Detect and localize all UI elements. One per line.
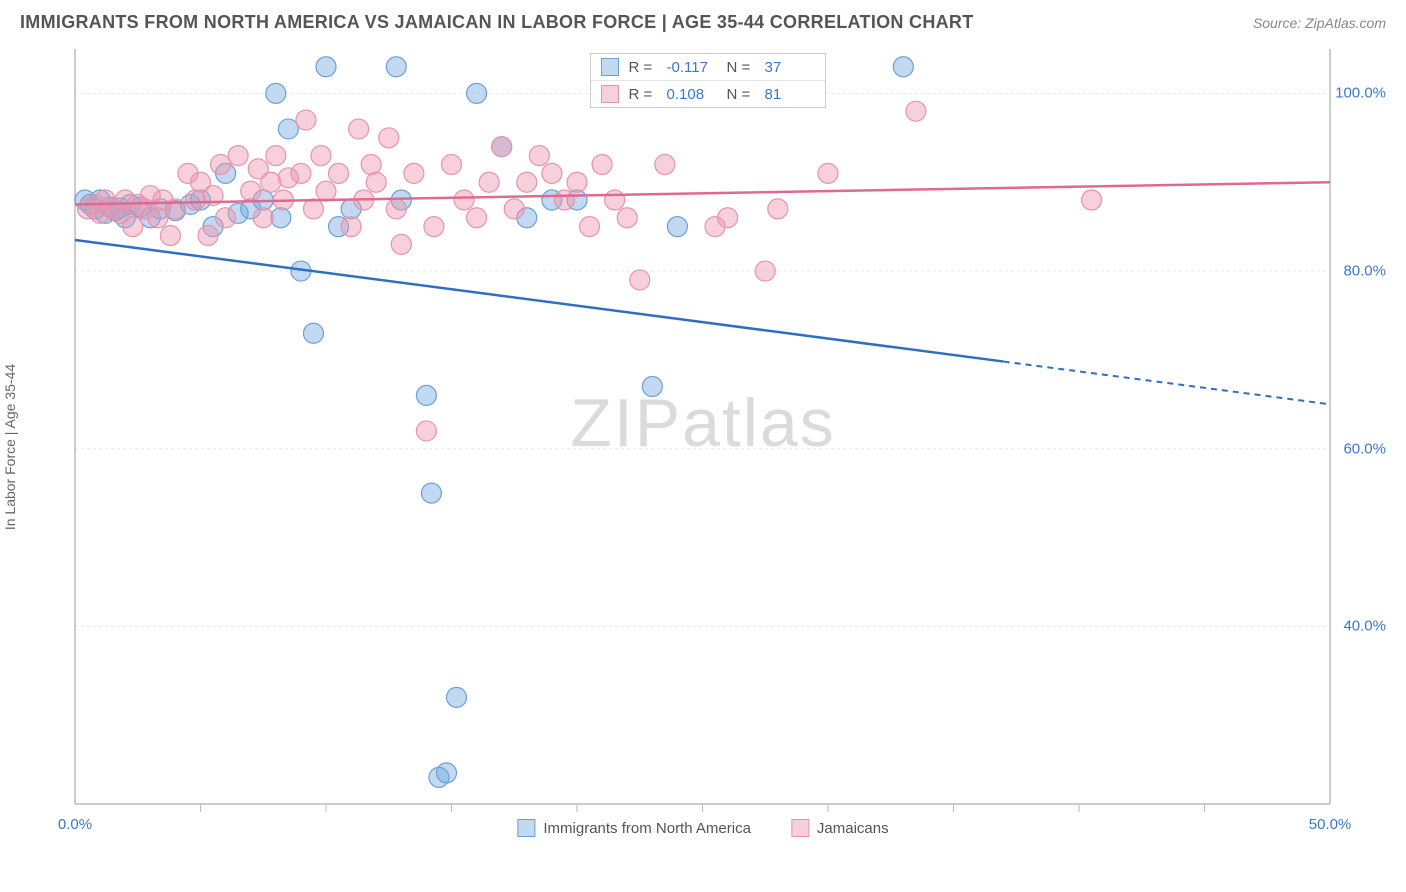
data-point xyxy=(361,154,381,174)
data-point xyxy=(349,119,369,139)
data-point xyxy=(198,226,218,246)
data-point xyxy=(386,57,406,77)
data-point xyxy=(379,128,399,148)
data-point xyxy=(329,163,349,183)
legend-swatch xyxy=(517,819,535,837)
y-axis-label: In Labor Force | Age 35-44 xyxy=(2,364,18,530)
data-point xyxy=(617,208,637,228)
legend-swatch xyxy=(791,819,809,837)
data-point xyxy=(893,57,913,77)
chart-container: In Labor Force | Age 35-44 ZIPatlas R =-… xyxy=(20,39,1386,839)
data-point xyxy=(580,217,600,237)
chart-title: IMMIGRANTS FROM NORTH AMERICA VS JAMAICA… xyxy=(20,12,974,33)
data-point xyxy=(768,199,788,219)
data-point xyxy=(447,687,467,707)
stat-value-n: 81 xyxy=(765,86,815,103)
data-point xyxy=(386,199,406,219)
data-point xyxy=(303,323,323,343)
data-point xyxy=(467,208,487,228)
data-point xyxy=(718,208,738,228)
stats-row: R = 0.108 N = 81 xyxy=(591,80,825,107)
data-point xyxy=(529,146,549,166)
source-label: Source: ZipAtlas.com xyxy=(1253,15,1386,31)
y-tick-label: 40.0% xyxy=(1343,618,1386,635)
data-point xyxy=(492,137,512,157)
data-point xyxy=(542,163,562,183)
data-point xyxy=(479,172,499,192)
correlation-stats-box: R = -0.117 N = 37 R = 0.108 N = 81 xyxy=(590,53,826,108)
data-point xyxy=(266,83,286,103)
legend-item: Jamaicans xyxy=(791,819,889,837)
data-point xyxy=(454,190,474,210)
data-point xyxy=(755,261,775,281)
data-point xyxy=(504,199,524,219)
bottom-legend: Immigrants from North America Jamaicans xyxy=(517,819,888,837)
series-swatch xyxy=(601,85,619,103)
trend-line-extrapolated xyxy=(1004,362,1330,405)
stat-value-r: 0.108 xyxy=(667,86,717,103)
data-point xyxy=(436,763,456,783)
data-point xyxy=(567,172,587,192)
data-point xyxy=(148,208,168,228)
data-point xyxy=(228,146,248,166)
data-point xyxy=(341,217,361,237)
legend-label: Jamaicans xyxy=(817,820,889,837)
data-point xyxy=(185,190,205,210)
data-point xyxy=(467,83,487,103)
stat-label-r: R = xyxy=(629,86,657,103)
data-point xyxy=(424,217,444,237)
data-point xyxy=(123,217,143,237)
trend-line xyxy=(75,240,1004,362)
data-point xyxy=(266,146,286,166)
data-point xyxy=(291,163,311,183)
y-tick-label: 100.0% xyxy=(1335,85,1386,102)
x-tick-label: 0.0% xyxy=(58,816,92,833)
stat-value-r: -0.117 xyxy=(667,59,717,76)
data-point xyxy=(278,119,298,139)
stat-label-n: N = xyxy=(727,86,755,103)
data-point xyxy=(296,110,316,130)
x-tick-label: 50.0% xyxy=(1309,816,1352,833)
stat-label-r: R = xyxy=(629,59,657,76)
data-point xyxy=(160,226,180,246)
data-point xyxy=(391,234,411,254)
data-point xyxy=(416,385,436,405)
data-point xyxy=(416,421,436,441)
data-point xyxy=(442,154,462,174)
data-point xyxy=(316,57,336,77)
data-point xyxy=(667,217,687,237)
data-point xyxy=(1082,190,1102,210)
stat-label-n: N = xyxy=(727,59,755,76)
data-point xyxy=(211,154,231,174)
data-point xyxy=(253,208,273,228)
data-point xyxy=(311,146,331,166)
stats-row: R = -0.117 N = 37 xyxy=(591,54,825,80)
data-point xyxy=(421,483,441,503)
stat-value-n: 37 xyxy=(765,59,815,76)
data-point xyxy=(216,208,236,228)
y-tick-label: 60.0% xyxy=(1343,440,1386,457)
data-point xyxy=(261,172,281,192)
scatter-plot xyxy=(20,39,1386,839)
series-swatch xyxy=(601,58,619,76)
data-point xyxy=(554,190,574,210)
data-point xyxy=(404,163,424,183)
data-point xyxy=(655,154,675,174)
data-point xyxy=(642,377,662,397)
data-point xyxy=(818,163,838,183)
data-point xyxy=(630,270,650,290)
data-point xyxy=(303,199,323,219)
data-point xyxy=(241,181,261,201)
legend-label: Immigrants from North America xyxy=(543,820,751,837)
data-point xyxy=(316,181,336,201)
data-point xyxy=(906,101,926,121)
data-point xyxy=(517,172,537,192)
data-point xyxy=(605,190,625,210)
data-point xyxy=(592,154,612,174)
y-tick-label: 80.0% xyxy=(1343,263,1386,280)
legend-item: Immigrants from North America xyxy=(517,819,751,837)
data-point xyxy=(366,172,386,192)
